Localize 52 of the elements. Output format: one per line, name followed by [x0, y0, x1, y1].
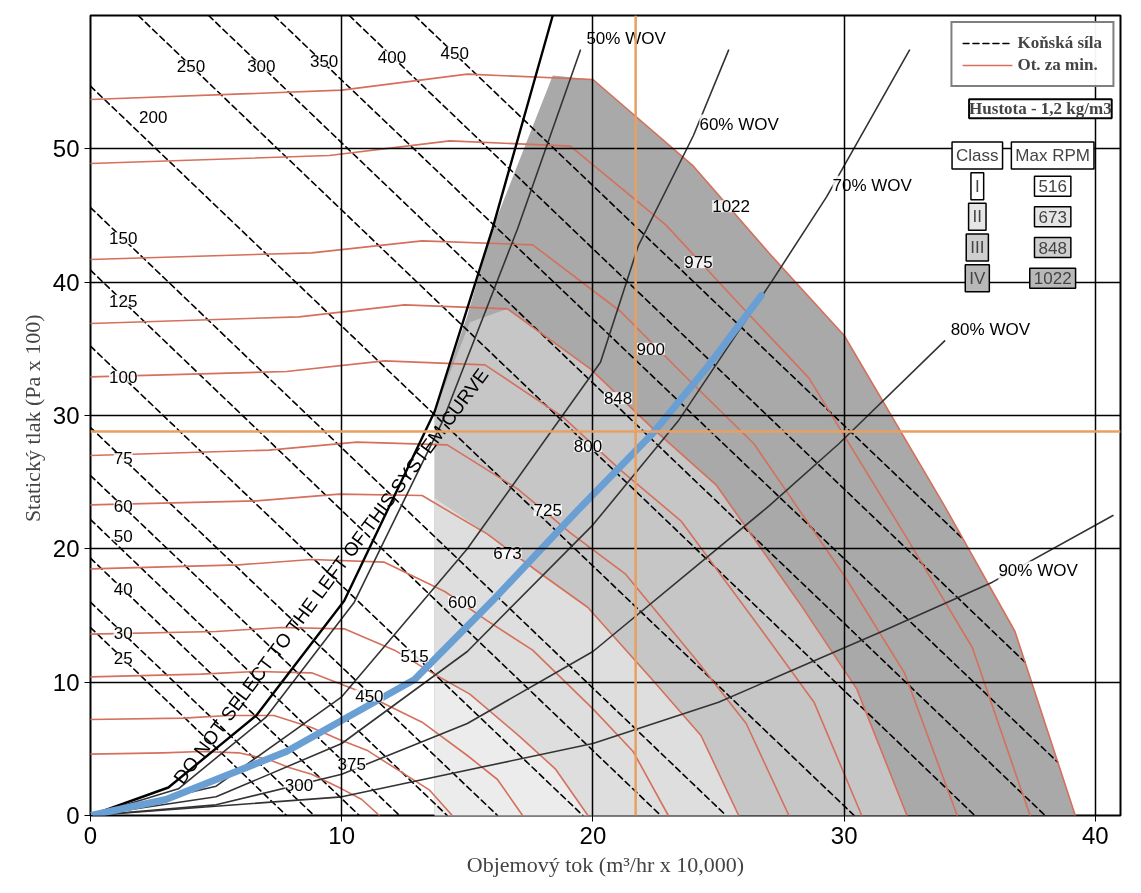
annotation: 300: [284, 775, 314, 795]
annotation: 725: [533, 501, 562, 521]
x-tick-label: 30: [830, 821, 858, 849]
x-axis-title: Objemový tok (m³/hr x 10,000): [466, 851, 745, 877]
x-tick-label: 20: [579, 821, 607, 849]
annotation: 80% WOV: [950, 319, 1031, 339]
annotation: 516: [1038, 177, 1067, 197]
annotation: 25: [113, 649, 133, 669]
x-tick-label: 40: [1082, 821, 1109, 849]
annotation: 250: [176, 57, 206, 77]
annotation: 90% WOV: [998, 561, 1079, 581]
x-tick-label: 10: [328, 821, 356, 849]
annotation: 848: [1038, 238, 1067, 258]
x-tick-label: 0: [83, 821, 98, 849]
y-tick-label: 50: [52, 135, 80, 163]
y-axis-title: Statický tlak (Pa x 100): [19, 314, 45, 523]
annotation: 60: [113, 497, 133, 517]
y-tick-label: 10: [52, 668, 80, 696]
annotation: 515: [400, 646, 429, 666]
annotation: 450: [355, 686, 384, 706]
annotation: 350: [309, 51, 339, 71]
annotation: 125: [108, 291, 138, 311]
legend-label: Ot. za min.: [1017, 55, 1098, 75]
annotation: 400: [377, 47, 407, 67]
annotation: 75: [113, 449, 133, 469]
annotation: 50: [113, 526, 133, 546]
annotation: 150: [108, 229, 138, 249]
annotation: 30: [113, 623, 133, 643]
annotation: IV: [969, 268, 986, 288]
legend-label: Koňská síla: [1017, 33, 1102, 53]
annotation: 60% WOV: [699, 114, 780, 134]
annotation: 100: [108, 367, 138, 387]
y-tick-label: 30: [52, 402, 80, 429]
annotation: Class: [956, 146, 999, 165]
annotation: 673: [1038, 207, 1067, 227]
annotation: 40: [113, 579, 133, 599]
annotation: 600: [448, 593, 477, 613]
annotation: I: [974, 176, 980, 196]
annotation: 1022: [1033, 269, 1072, 289]
y-tick-label: 20: [52, 535, 80, 563]
annotation: 848: [603, 389, 633, 409]
y-tick-label: 40: [52, 268, 80, 296]
annotation: Max RPM: [1015, 146, 1090, 165]
annotation: II: [972, 207, 983, 227]
y-tick-label: 0: [66, 802, 80, 829]
annotation: III: [970, 238, 985, 257]
annotation: 300: [247, 57, 276, 77]
annotation: 900: [636, 339, 665, 359]
annotation: 1022: [712, 197, 751, 217]
annotation: 975: [684, 253, 713, 273]
annotation: 450: [440, 43, 469, 63]
annotation: 200: [139, 107, 168, 127]
